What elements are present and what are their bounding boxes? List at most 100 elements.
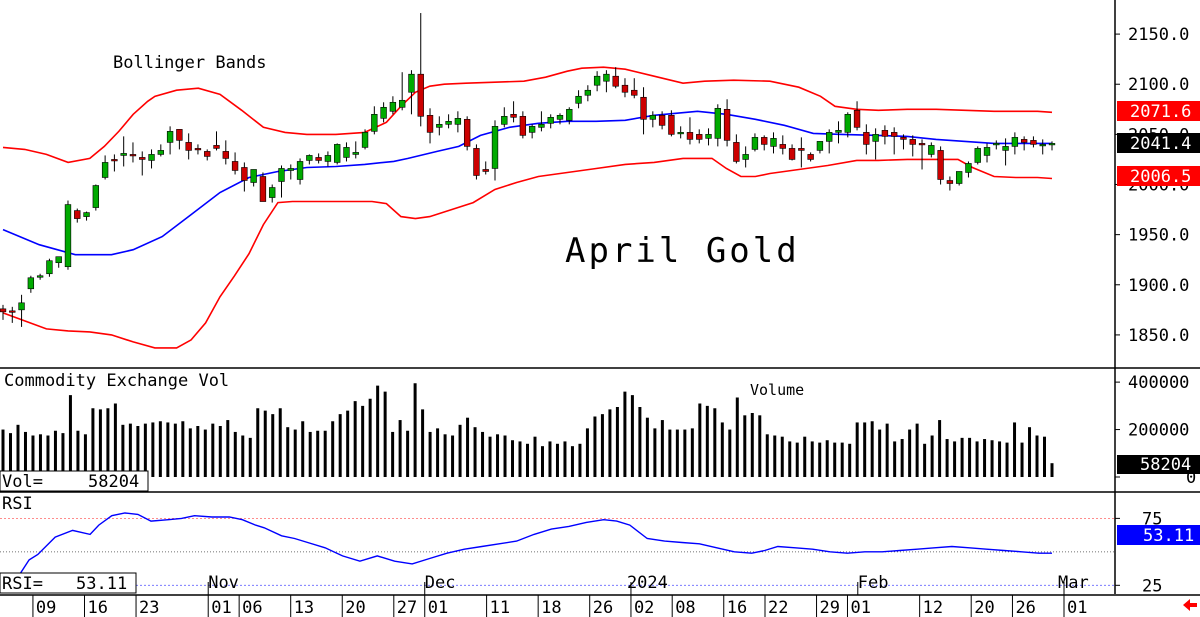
candle [74, 208, 81, 223]
candle [826, 129, 833, 154]
date-tick-label: 18 [541, 598, 561, 617]
candle [231, 152, 239, 175]
candle [9, 306, 16, 323]
candle [658, 111, 666, 130]
candle [983, 143, 991, 163]
date-tick-label: 13 [294, 598, 314, 617]
candle [64, 200, 72, 270]
svg-text:2071.6: 2071.6 [1130, 102, 1191, 122]
date-tick-label: 11 [490, 598, 510, 617]
candle [389, 96, 397, 115]
candle [334, 143, 341, 165]
candle [445, 114, 452, 129]
candle [881, 125, 889, 145]
candle [853, 101, 861, 131]
candle [166, 126, 174, 155]
candle [278, 165, 285, 198]
candle [36, 273, 44, 280]
date-tick-label: 23 [139, 598, 159, 617]
rsi-last-tag: 53.11 [1117, 525, 1200, 546]
candle [761, 135, 768, 151]
volume-tick-label: 400000 [1128, 373, 1189, 393]
candle [46, 258, 53, 277]
candle [1048, 141, 1056, 151]
date-tick-label: 16 [87, 598, 107, 617]
month-label: Mar [1058, 573, 1089, 593]
candle [473, 144, 480, 180]
candle [993, 140, 1000, 150]
candle [241, 162, 248, 192]
scroll-right-arrow-icon[interactable] [1183, 599, 1197, 611]
candle [361, 129, 369, 150]
rsi-axis: 75 25 [1115, 509, 1162, 596]
candle [408, 70, 415, 115]
candle [603, 70, 610, 93]
upper-band-tag: 2071.6 [1117, 101, 1200, 122]
candle [519, 111, 527, 139]
price-tick-label: 2150.0 [1128, 25, 1189, 45]
date-tick-label: 12 [923, 598, 943, 617]
candle [129, 142, 137, 163]
candle [863, 124, 870, 155]
svg-text:53.11: 53.11 [1143, 526, 1194, 546]
date-tick-label: 08 [675, 598, 695, 617]
volume-tick-label: 0 [1186, 468, 1196, 488]
candle [528, 124, 536, 139]
candle [1030, 136, 1037, 148]
candle [891, 127, 898, 155]
svg-text:2006.5: 2006.5 [1130, 167, 1191, 187]
date-tick-label: 26 [593, 598, 613, 617]
candle [928, 142, 935, 158]
candle [649, 111, 657, 128]
last-price-tag: 2041.4 [1117, 133, 1200, 154]
candle [501, 107, 508, 128]
candle [918, 139, 926, 170]
date-tick-label: 01 [428, 598, 448, 617]
rsi-tick-label: 75 [1142, 509, 1162, 529]
svg-text:58204: 58204 [88, 472, 139, 492]
candle [835, 121, 842, 144]
candle [491, 120, 499, 181]
rsi-tick-label: 25 [1142, 576, 1162, 596]
volume-readout: Vol= 58204 [0, 470, 149, 492]
candle [955, 171, 963, 186]
candle [148, 149, 155, 169]
candle [547, 114, 554, 129]
candle [176, 129, 183, 150]
date-tick-label: 26 [1015, 598, 1035, 617]
volume-axis: 400000 200000 0 [1115, 373, 1196, 488]
candle [18, 294, 25, 327]
candle [937, 146, 944, 185]
date-tick-label: 09 [36, 598, 56, 617]
rsi-lines [0, 512, 1115, 590]
candle [213, 131, 220, 151]
candle [705, 128, 712, 146]
candle [584, 85, 592, 102]
candle [872, 128, 879, 160]
candle [287, 164, 294, 180]
candle [436, 116, 443, 136]
candle [343, 142, 350, 162]
candle [398, 72, 406, 111]
candle [593, 71, 601, 92]
price-tick-label: 2100.0 [1128, 75, 1189, 95]
month-label: Dec [425, 573, 456, 593]
svg-text:RSI=: RSI= [2, 574, 43, 594]
candle [556, 113, 564, 125]
svg-text:Vol=: Vol= [2, 472, 43, 492]
candle [194, 144, 202, 155]
candle [751, 133, 759, 152]
candle [222, 140, 229, 165]
volume-panel-label: Commodity Exchange Vol [4, 371, 229, 391]
candle [482, 161, 489, 175]
date-tick-label: 29 [820, 598, 840, 617]
candle [417, 13, 424, 127]
volume-tick-label: 200000 [1128, 421, 1189, 441]
date-tick-label: 02 [634, 598, 654, 617]
date-tick-label: 01 [211, 598, 231, 617]
candle [538, 111, 545, 132]
candle [185, 133, 192, 160]
candle [770, 132, 777, 154]
candle [696, 129, 703, 144]
